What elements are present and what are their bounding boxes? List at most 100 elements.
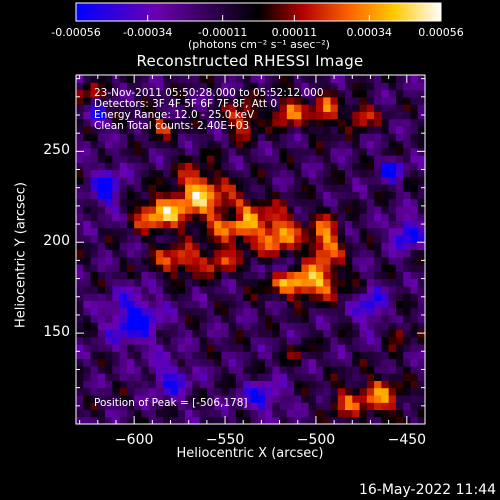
heatmap-cell: [265, 380, 273, 389]
heatmap-cell: [119, 285, 128, 294]
heatmap-cell: [206, 104, 215, 112]
heatmap-cell: [105, 264, 113, 272]
heatmap-cell: [155, 191, 164, 200]
heatmap-cell: [272, 242, 281, 251]
heatmap-cell: [112, 271, 121, 280]
heatmap-cell: [359, 351, 368, 360]
heatmap-cell: [352, 293, 361, 301]
heatmap-cell: [185, 234, 193, 243]
heatmap-cell: [366, 147, 375, 156]
heatmap-cell: [265, 220, 273, 229]
heatmap-cell: [279, 213, 288, 222]
heatmap-cell: [192, 380, 201, 389]
heatmap-cell: [90, 373, 99, 381]
heatmap-cell: [119, 213, 128, 222]
heatmap-cell: [417, 387, 426, 396]
heatmap-cell: [83, 184, 92, 192]
heatmap-cell: [265, 82, 273, 91]
heatmap-cell: [301, 336, 310, 345]
heatmap-cell: [250, 104, 259, 112]
heatmap-cell: [235, 234, 244, 243]
heatmap-cell: [214, 373, 223, 381]
heatmap-cell: [112, 205, 121, 214]
heatmap-cell: [403, 249, 412, 258]
heatmap-cell: [395, 133, 404, 142]
heatmap-cell: [141, 169, 150, 178]
heatmap-cell: [97, 213, 106, 222]
heatmap-cell: [163, 133, 172, 142]
heatmap-cell: [228, 264, 237, 272]
heatmap-cell: [315, 140, 324, 149]
heatmap-cell: [250, 300, 259, 309]
heatmap-cell: [381, 213, 390, 222]
heatmap-cell: [403, 184, 412, 192]
heatmap-cell: [359, 89, 368, 98]
heatmap-cell: [163, 256, 172, 265]
heatmap-cell: [381, 365, 390, 374]
heatmap-cell: [214, 118, 223, 127]
heatmap-cell: [308, 264, 317, 272]
heatmap-cell: [105, 365, 113, 374]
heatmap-cell: [228, 300, 237, 309]
heatmap-cell: [105, 351, 113, 360]
heatmap-cell: [206, 322, 215, 331]
heatmap-cell: [134, 227, 143, 236]
heatmap-cell: [177, 409, 186, 418]
heatmap-cell: [410, 358, 419, 367]
heatmap-cell: [221, 256, 230, 265]
heatmap-cell: [170, 198, 179, 207]
heatmap-cell: [228, 198, 237, 207]
heatmap-cell: [330, 249, 339, 258]
heatmap-cell: [192, 402, 201, 411]
heatmap-cell: [323, 278, 332, 287]
heatmap-cell: [119, 176, 128, 185]
heatmap-cell: [337, 373, 346, 381]
heatmap-cell: [170, 365, 179, 374]
heatmap-cell: [83, 234, 92, 243]
heatmap-cell: [294, 307, 302, 316]
heatmap-cell: [330, 344, 339, 352]
heatmap-cell: [257, 176, 266, 185]
heatmap-cell: [97, 89, 106, 98]
heatmap-cell: [315, 184, 324, 192]
heatmap-cell: [148, 256, 157, 265]
heatmap-cell: [90, 82, 99, 91]
heatmap-cell: [112, 111, 121, 120]
heatmap-cell: [105, 205, 113, 214]
heatmap-cell: [170, 416, 179, 425]
heatmap-cell: [403, 322, 412, 331]
heatmap-cell: [243, 227, 252, 236]
heatmap-cell: [381, 293, 390, 301]
heatmap-cell: [170, 169, 179, 178]
heatmap-cell: [126, 249, 135, 258]
heatmap-cell: [366, 242, 375, 251]
heatmap-cell: [141, 154, 150, 163]
heatmap-cell: [105, 133, 113, 142]
heatmap-cell: [337, 213, 346, 222]
heatmap-cell: [308, 147, 317, 156]
heatmap-cell: [417, 351, 426, 360]
heatmap-cell: [301, 278, 310, 287]
heatmap-cell: [337, 358, 346, 367]
heatmap-cell: [112, 227, 121, 236]
heatmap-cell: [235, 96, 244, 105]
heatmap-cell: [177, 256, 186, 265]
heatmap-cell: [141, 249, 150, 258]
heatmap-cell: [214, 220, 223, 229]
heatmap-cell: [206, 75, 215, 83]
heatmap-cell: [265, 344, 273, 352]
heatmap-cell: [279, 278, 288, 287]
heatmap-cell: [381, 191, 390, 200]
heatmap-cell: [76, 227, 84, 236]
heatmap-cell: [141, 256, 150, 265]
heatmap-cell: [374, 394, 382, 403]
heatmap-cell: [177, 176, 186, 185]
heatmap-cell: [323, 220, 332, 229]
heatmap-cell: [265, 242, 273, 251]
heatmap-cell: [366, 256, 375, 265]
heatmap-cell: [286, 154, 295, 163]
heatmap-cell: [163, 89, 172, 98]
heatmap-cell: [250, 89, 259, 98]
heatmap-cell: [192, 104, 201, 112]
heatmap-cell: [170, 89, 179, 98]
